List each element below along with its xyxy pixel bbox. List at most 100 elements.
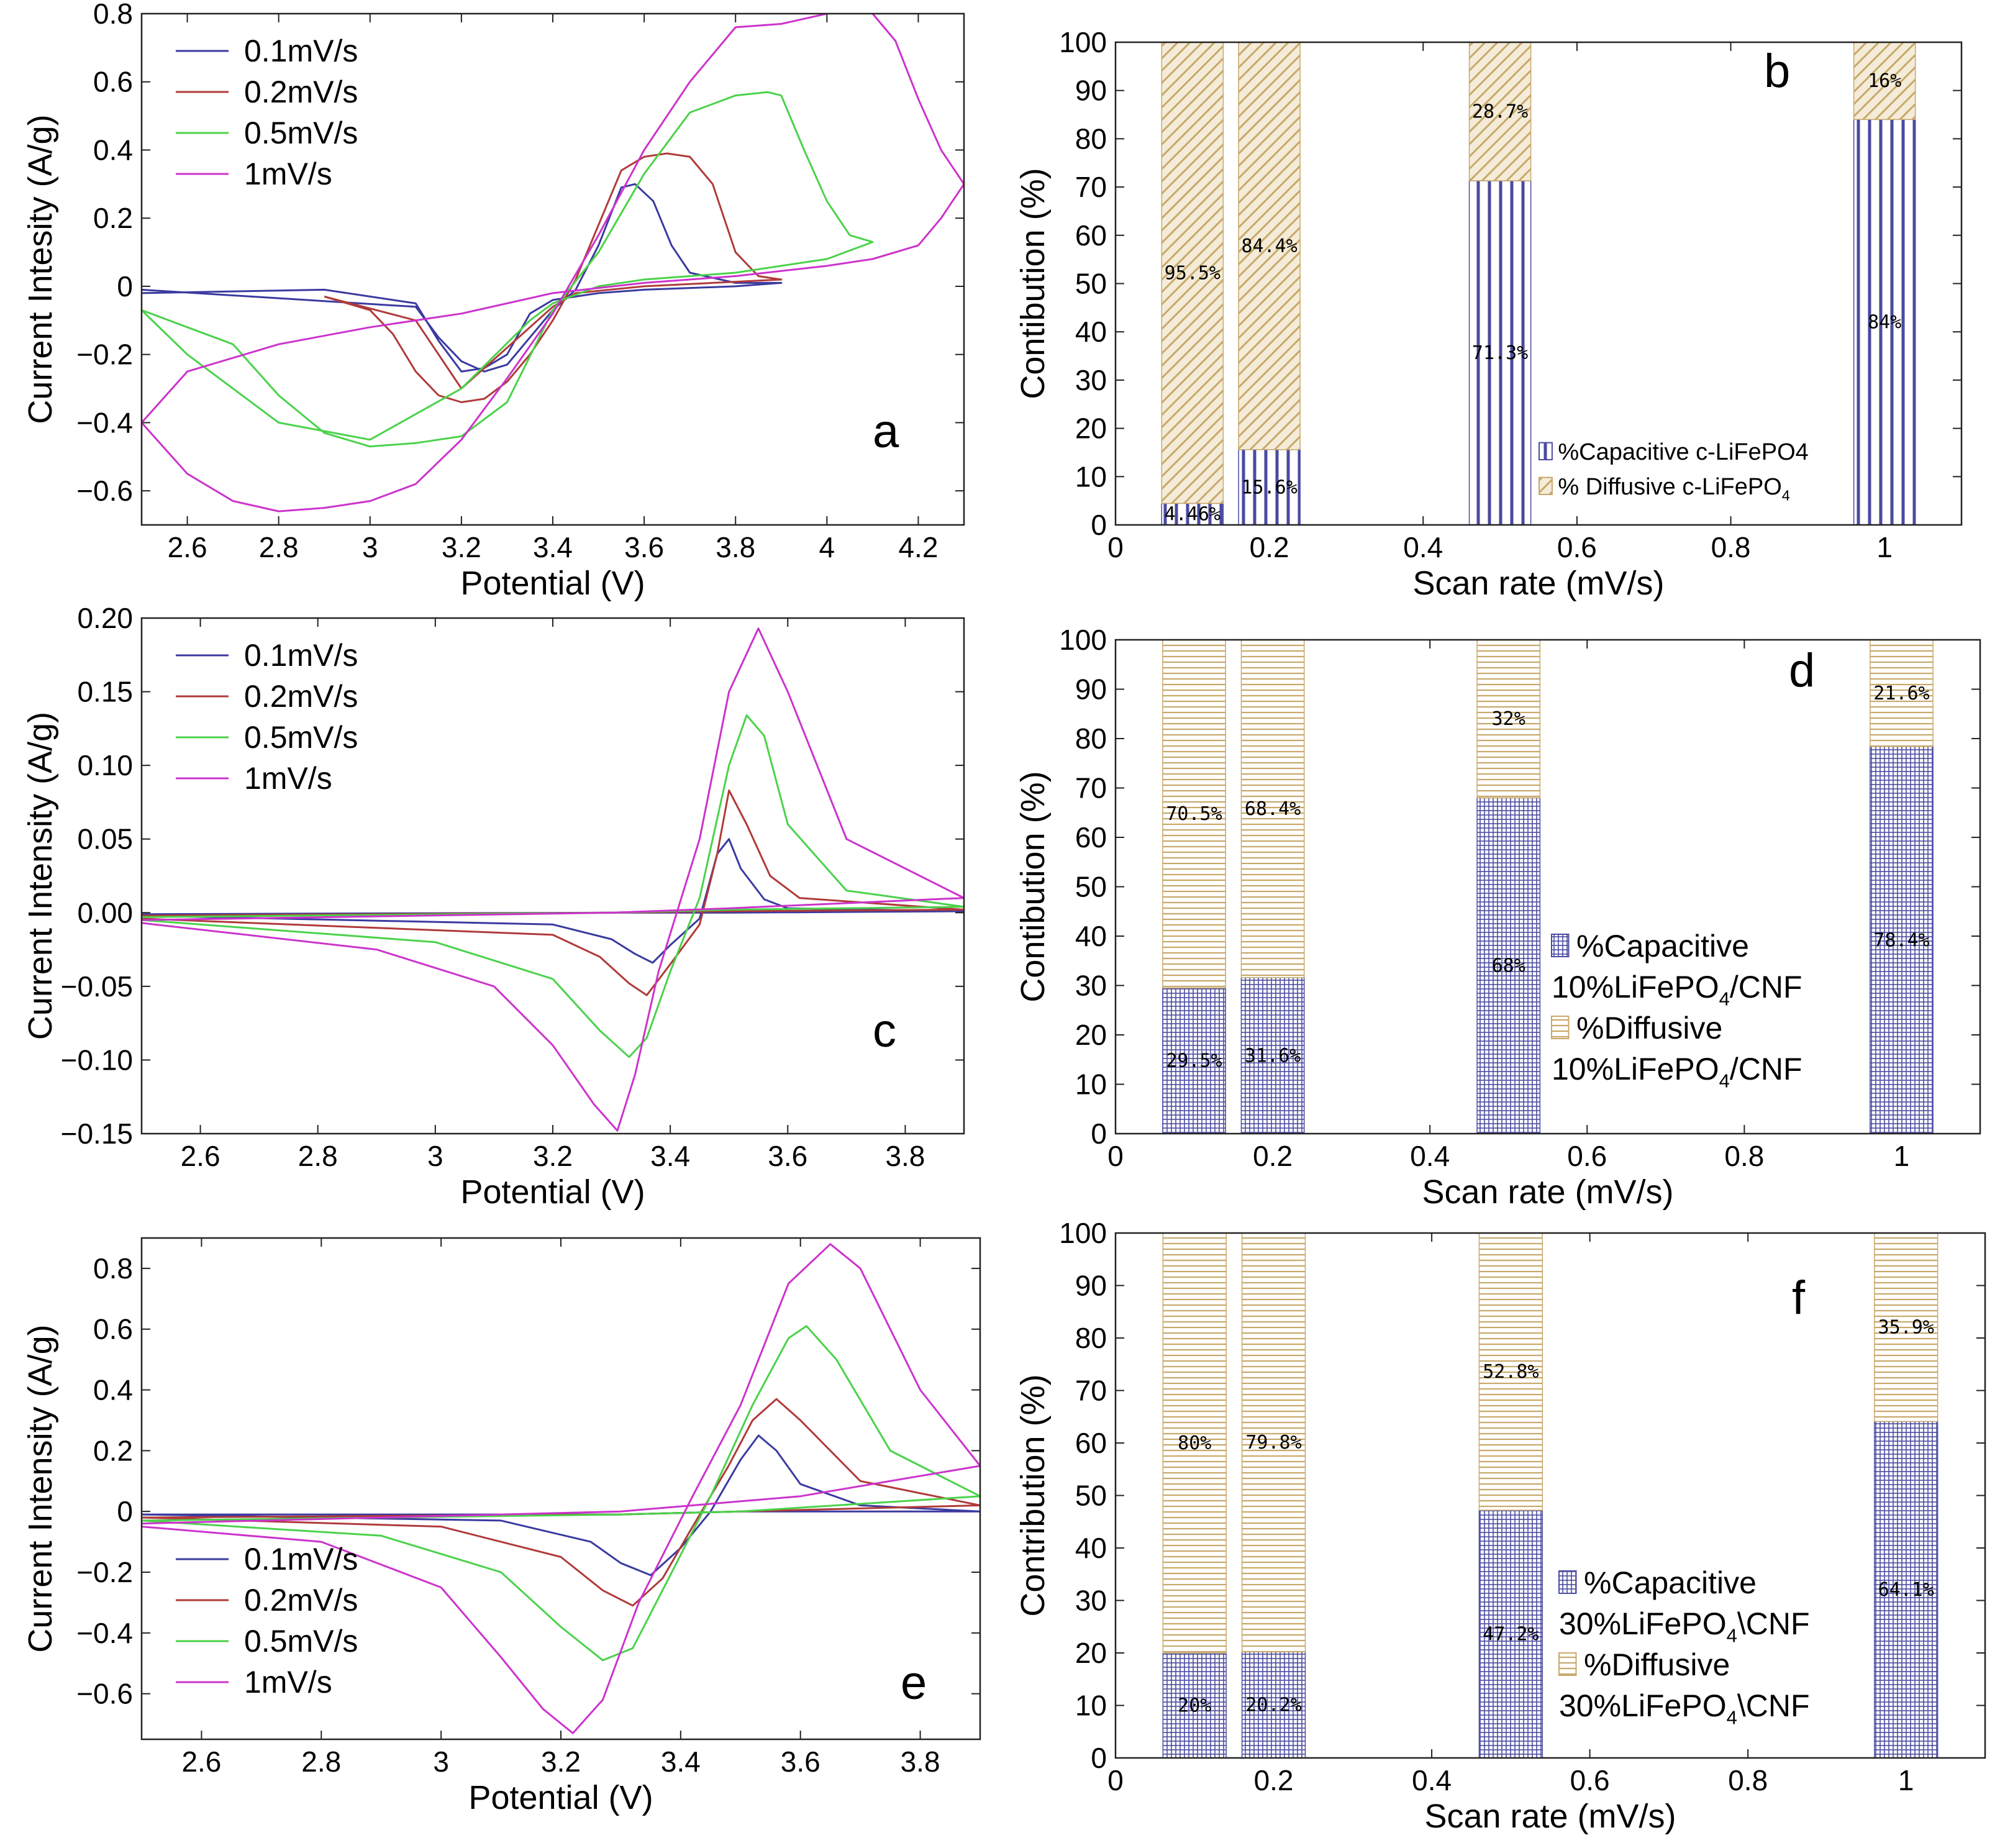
series-group — [142, 1243, 980, 1734]
bar-capacitive — [1162, 1652, 1227, 1759]
x-axis-label: Scan rate (mV/s) — [1422, 1173, 1673, 1211]
y-axis-label: Current Intensity (A/g) — [22, 712, 59, 1040]
x-tick-label: 0.2 — [1253, 1140, 1293, 1172]
x-tick-label: 3.8 — [901, 1746, 940, 1778]
series-line-0-2mv-s — [142, 790, 964, 996]
y-tick-label: 60 — [1075, 821, 1107, 853]
legend-text-main: %Capacitive c-LiFePO4 — [1558, 439, 1808, 465]
x-tick-label: 0.4 — [1403, 531, 1443, 563]
bar-capacitive — [1238, 449, 1301, 526]
legend-text-main: 10%LiFePO — [1552, 1052, 1719, 1086]
y-tick-label: −0.4 — [76, 1617, 133, 1649]
y-tick-label: 0.4 — [93, 134, 133, 166]
bar-diffusive — [1241, 1232, 1306, 1653]
x-tick-label: 0.2 — [1254, 1764, 1294, 1796]
bar-label-diffusive: 35.9% — [1878, 1317, 1934, 1339]
y-tick-label: 90 — [1075, 1270, 1107, 1302]
bar-capacitive — [1476, 797, 1541, 1134]
legend-text-main: %Capacitive — [1584, 1565, 1757, 1600]
plot-frame — [140, 12, 965, 526]
legend-text-subscript: 4 — [1727, 1707, 1737, 1729]
legend-swatch-capacitive — [1539, 442, 1553, 461]
bar-label-diffusive: 79.8% — [1245, 1432, 1301, 1454]
bar-capacitive — [1874, 1421, 1939, 1759]
y-tick-label: 60 — [1075, 1427, 1107, 1459]
legend-entry: 0.5mV/s — [244, 1624, 358, 1659]
series-group — [142, 14, 964, 512]
legend-text-subscript: 4 — [1727, 1625, 1737, 1647]
y-tick-label: 0.15 — [77, 676, 133, 708]
series-line-1mv-s — [142, 1243, 980, 1734]
y-tick-label: 0 — [1091, 509, 1107, 541]
bar-label-diffusive: 80% — [1178, 1432, 1211, 1454]
legend-swatch-capacitive — [1558, 1570, 1577, 1594]
bar-label-capacitive: 29.5% — [1166, 1050, 1222, 1072]
panel-letter: d — [1789, 644, 1815, 697]
y-tick-label: 0.05 — [77, 823, 133, 855]
y-tick-label: −0.05 — [61, 970, 133, 1003]
panel-letter: e — [901, 1657, 927, 1709]
y-tick-label: 40 — [1075, 1532, 1107, 1564]
plot-frame — [140, 1237, 981, 1741]
y-tick-label: 0.10 — [77, 749, 133, 781]
bar-diffusive — [1853, 42, 1916, 121]
legend-text: % Diffusive c-LiFePO4 — [1558, 474, 1790, 504]
legend-text-suffix: /CNF — [1730, 1052, 1802, 1086]
legend-text-main: % Diffusive c-LiFePO — [1558, 474, 1781, 500]
panel-a-cv-c-lifepo4: 2.6 2.8 3 3.2 3.4 3.6 3.8 4 4.2 −0.6 −0.4 −0.2 0 0.2 0… — [22, 0, 965, 602]
series-line-0-5mv-s — [142, 1325, 980, 1662]
y-tick-label: 0.4 — [93, 1374, 133, 1406]
legend-entry: 0.1mV/s — [244, 34, 358, 68]
y-axis-label: Contibution (%) — [1014, 168, 1052, 399]
bar-label-diffusive: 52.8% — [1483, 1361, 1539, 1383]
legend-text: 30%LiFePO4\CNF — [1559, 1606, 1810, 1647]
legend-text-suffix: /CNF — [1730, 970, 1802, 1004]
x-axis-label: Scan rate (mV/s) — [1424, 1798, 1676, 1835]
y-tick-label: 0 — [117, 270, 133, 303]
bar-label-diffusive: 28.7% — [1472, 101, 1528, 122]
x-tick-label: 3.2 — [533, 1140, 573, 1172]
y-tick-label: 40 — [1075, 316, 1107, 348]
legend-text: %Capacitive — [1576, 929, 1749, 963]
x-tick-label: 3.8 — [716, 531, 755, 563]
bar-label-capacitive: 15.6% — [1241, 476, 1297, 498]
panel-letter: a — [873, 405, 899, 458]
x-tick-label: 3 — [427, 1140, 443, 1172]
y-tick-label: 30 — [1075, 364, 1107, 396]
x-tick-label: 3.2 — [442, 531, 481, 563]
bar-diffusive — [1162, 639, 1226, 989]
y-tick-label: 50 — [1075, 871, 1107, 903]
x-tick-label: 0.6 — [1557, 531, 1597, 563]
y-tick-label: 10 — [1075, 460, 1107, 493]
x-tick-label: 0.4 — [1410, 1140, 1450, 1172]
y-tick-label: 0 — [117, 1495, 133, 1527]
y-tick-label: 70 — [1075, 171, 1107, 203]
x-tick-label: 0.8 — [1724, 1140, 1764, 1172]
y-tick-label: 0.6 — [93, 1313, 133, 1345]
x-tick-label: 0 — [1107, 531, 1124, 563]
x-tick-label: 0.6 — [1567, 1140, 1607, 1172]
bar-label-diffusive: 95.5% — [1165, 262, 1220, 284]
y-tick-label: 30 — [1075, 1585, 1107, 1617]
bar-label-diffusive: 68.4% — [1245, 798, 1301, 820]
legend-swatch-diffusive — [1551, 1016, 1570, 1039]
legend-text-subscript: 4 — [1719, 988, 1730, 1010]
x-axis-label: Scan rate (mV/s) — [1412, 565, 1664, 602]
y-tick-label: −0.2 — [76, 339, 133, 371]
x-tick-label: 3.4 — [533, 531, 573, 563]
plot-frame — [1114, 639, 1981, 1135]
series-line-0-2mv-s — [142, 1398, 980, 1607]
panel-e-cv-30-lifepo4-cnf: 2.6 2.8 3 3.2 3.4 3.6 3.8 −0.6 −0.4 −0.2 0 0.2 0.4 0.… — [22, 1237, 981, 1816]
bar-diffusive — [1240, 639, 1305, 978]
legend-swatch-diffusive — [1539, 476, 1553, 496]
y-tick-label: 100 — [1059, 1217, 1107, 1249]
y-axis-label: Current Intensity (A/g) — [22, 1324, 59, 1652]
legend-text: 10%LiFePO4/CNF — [1552, 1052, 1802, 1092]
legend-text: %Capacitive — [1584, 1565, 1757, 1600]
bar-diffusive — [1874, 1232, 1939, 1422]
panel-f-contribution-30-lifepo4-cnf: 0 0.2 0.4 0.6 0.8 10102030405060708090100Scan… — [1014, 1217, 1986, 1835]
y-tick-label: 60 — [1075, 219, 1107, 252]
x-tick-label: 4 — [819, 531, 835, 563]
x-tick-label: 1 — [1894, 1140, 1910, 1172]
series-line-1mv-s — [142, 14, 964, 512]
